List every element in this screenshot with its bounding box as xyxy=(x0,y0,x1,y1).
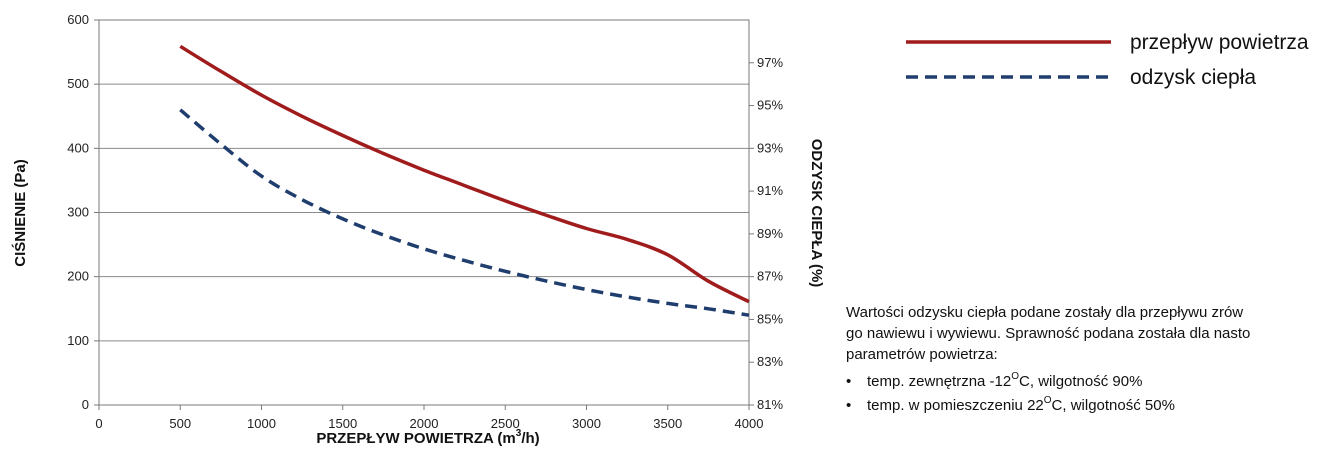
y-right-tick-label-2: 85% xyxy=(757,311,783,326)
y-left-axis-title: CIŚNIENIE (Pa) xyxy=(11,159,29,267)
y-left-tick-label-5: 500 xyxy=(67,76,89,91)
x-axis-ticks: 0 500 1000 1500 2000 2500 3000 3500 4000 xyxy=(95,405,763,431)
x-tick-label-5: 2500 xyxy=(491,416,520,431)
y-left-tick-label-1: 100 xyxy=(67,333,89,348)
note-line-1: Wartości odzysku ciepła podane zostały d… xyxy=(846,304,1244,321)
y-right-tick-label-5: 91% xyxy=(757,183,783,198)
right-axis-ticks: 81% 83% 85% 87% 89% 91% 93% 95% 97% xyxy=(749,55,783,412)
series-layer xyxy=(179,44,750,317)
y-left-tick-label-3: 300 xyxy=(67,205,89,220)
gridlines xyxy=(99,19,749,406)
note-bullet-indoor: • temp. w pomieszczeniu 22OC, wilgotność … xyxy=(846,395,1175,415)
series-line-odzysk-ciepla xyxy=(179,108,750,317)
note-bullet-outdoor: • temp. zewnętrzna -12OC, wilgotność 90% xyxy=(846,371,1143,391)
note-line-3: parametrów powietrza: xyxy=(846,346,998,363)
y-left-tick-label-2: 200 xyxy=(67,269,89,284)
bullet-marker: • xyxy=(846,373,852,390)
series-line-przeplyw-powietrza xyxy=(179,44,750,304)
x-tick-label-7: 3500 xyxy=(653,416,682,431)
y-right-tick-label-4: 89% xyxy=(757,226,783,241)
y-right-tick-label-0: 81% xyxy=(757,397,783,412)
note-text-block: Wartości odzysku ciepła podane zostały d… xyxy=(846,302,1339,419)
y-right-tick-label-3: 87% xyxy=(757,269,783,284)
y-right-tick-label-7: 95% xyxy=(757,98,783,113)
legend-label-przeplyw: przepływ powietrza xyxy=(1130,31,1309,54)
x-tick-label-8: 4000 xyxy=(735,416,764,431)
left-axis-ticks: 0 100 200 300 400 500 600 xyxy=(67,12,99,412)
note-bullets: • temp. zewnętrzna -12OC, wilgotność 90% … xyxy=(846,371,1339,416)
y-right-tick-label-8: 97% xyxy=(757,55,783,70)
x-tick-label-3: 1500 xyxy=(328,416,357,431)
y-right-axis-title: ODZYSK CIEPŁA (%) xyxy=(808,139,825,288)
legend-label-odzysk: odzysk ciepła xyxy=(1130,66,1256,89)
y-left-tick-label-0: 0 xyxy=(82,397,89,412)
y-left-tick-label-6: 600 xyxy=(67,12,89,27)
note-line-2: go nawiewu i wywiewu. Sprawność podana z… xyxy=(846,325,1251,342)
bullet-marker: • xyxy=(846,397,852,414)
legend: przepływ powietrza odzysk ciepła xyxy=(906,31,1309,89)
x-tick-label-0: 0 xyxy=(95,416,102,431)
y-right-tick-label-1: 83% xyxy=(757,354,783,369)
y-right-tick-label-6: 93% xyxy=(757,140,783,155)
x-tick-label-4: 2000 xyxy=(410,416,439,431)
x-axis-title: PRZEPŁYW POWIETRZA (m3/h) xyxy=(316,428,539,447)
x-tick-label-2: 1000 xyxy=(247,416,276,431)
x-tick-label-6: 3000 xyxy=(572,416,601,431)
y-left-tick-label-4: 400 xyxy=(67,140,89,155)
x-tick-label-1: 500 xyxy=(169,416,191,431)
